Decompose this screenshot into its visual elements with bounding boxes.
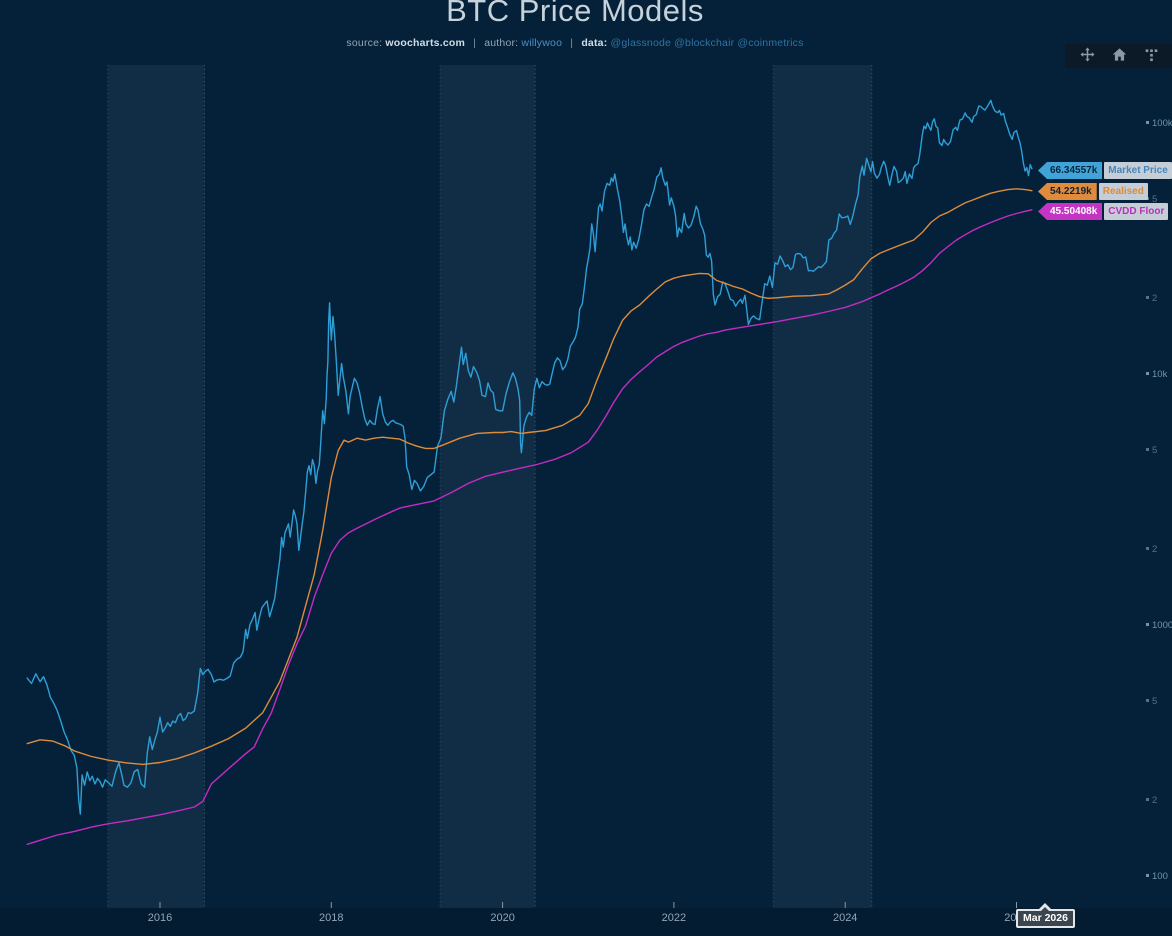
author-label: author: — [484, 37, 519, 49]
halving-band — [439, 65, 536, 908]
date-tooltip: Mar 2026 — [1016, 903, 1075, 928]
y-tick-label: 2 — [1146, 294, 1157, 304]
x-tick-label: 2020 — [490, 912, 514, 924]
realised-label-badge[interactable]: Realised — [1098, 183, 1148, 200]
series-readout-realised: 54.2219k Realised — [1038, 183, 1148, 200]
menu-dots-button[interactable] — [1143, 48, 1160, 65]
y-tick-label: 2 — [1146, 796, 1157, 806]
y-tick-label: 100k — [1146, 119, 1172, 129]
y-tick-mark — [1146, 547, 1149, 550]
halving-band — [772, 65, 873, 908]
data-label: data: — [581, 37, 608, 49]
halving-band — [107, 65, 205, 908]
y-tick-label: 5 — [1146, 446, 1157, 456]
pan-icon — [1080, 47, 1095, 65]
y-tick-label: 5 — [1146, 697, 1157, 707]
y-tick-mark — [1146, 623, 1149, 626]
market-price-label-badge[interactable]: Market Price — [1104, 162, 1172, 179]
y-tick-mark — [1146, 372, 1149, 375]
author-link[interactable]: willywoo — [521, 37, 563, 49]
chart-source-line: source: woocharts.com | author: willywoo… — [0, 37, 1150, 49]
y-tick-label: 100 — [1146, 872, 1168, 882]
pan-button[interactable] — [1079, 47, 1096, 65]
y-tick-mark — [1146, 699, 1149, 702]
x-tick-label: 2018 — [319, 912, 343, 924]
y-tick-label: 2 — [1146, 545, 1157, 555]
chart-toolbar — [1065, 44, 1172, 68]
menu-dots-icon — [1144, 47, 1159, 65]
series-line-cvdd-floor[interactable] — [26, 209, 1033, 845]
series-line-realised[interactable] — [26, 188, 1033, 766]
y-tick-label: 1000 — [1146, 621, 1172, 631]
y-tick-mark — [1146, 798, 1149, 801]
y-tick-label: 10k — [1146, 370, 1167, 380]
y-tick-mark — [1146, 121, 1149, 124]
chart-header: BTC Price Models source: woocharts.com |… — [0, 0, 1150, 49]
cvdd-floor-label-badge[interactable]: CVDD Floor — [1104, 203, 1169, 220]
data-providers-link[interactable]: @glassnode @blockchair @coinmetrics — [610, 37, 804, 49]
series-line-market-price[interactable] — [26, 99, 1033, 815]
x-tick-label: 2024 — [833, 912, 857, 924]
separator: | — [473, 37, 477, 49]
x-tick-label: 2022 — [662, 912, 686, 924]
cvdd-floor-value-badge: 45.50408k — [1038, 203, 1103, 220]
x-tick-label: 2016 — [148, 912, 172, 924]
realised-value-badge: 54.2219k — [1038, 183, 1097, 200]
y-tick-mark — [1146, 874, 1149, 877]
home-icon — [1112, 47, 1127, 65]
page-title: BTC Price Models — [446, 0, 704, 28]
series-readout-market-price: 66.34557k Market Price — [1038, 162, 1172, 179]
separator: | — [570, 37, 574, 49]
y-tick-mark — [1146, 296, 1149, 299]
source-site: woocharts.com — [385, 37, 466, 49]
series-readout-cvdd-floor: 45.50408k CVDD Floor — [1038, 203, 1169, 220]
y-tick-mark — [1146, 448, 1149, 451]
source-label: source: — [346, 37, 383, 49]
x-axis-strip — [0, 908, 1172, 936]
home-button[interactable] — [1111, 48, 1128, 65]
market-price-value-badge: 66.34557k — [1038, 162, 1103, 179]
